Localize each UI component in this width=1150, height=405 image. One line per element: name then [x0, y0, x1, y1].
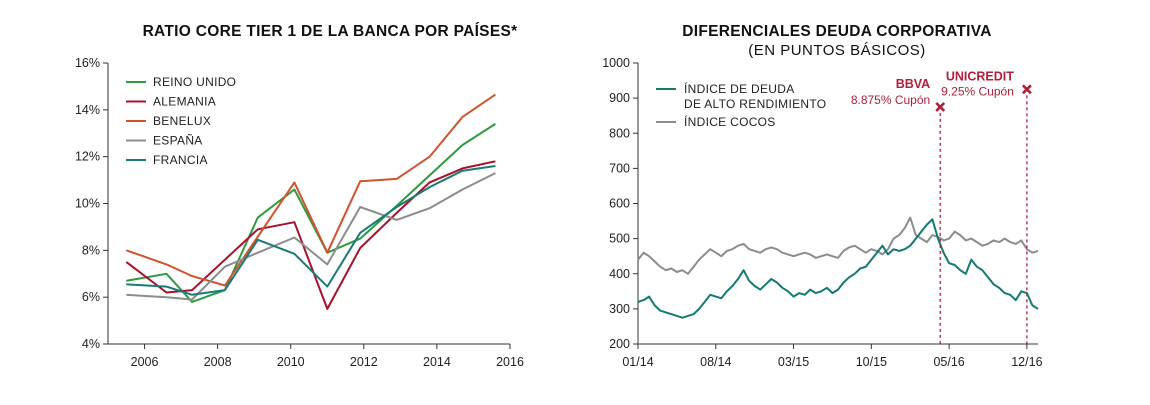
- series-line-alto-rendimiento: [637, 218, 1039, 319]
- right-chart-subtitle: (EN PUNTOS BÁSICOS): [748, 42, 926, 59]
- y-tick-label: 10%: [75, 197, 100, 211]
- y-tick-label: 600: [609, 197, 630, 211]
- x-tick-label: 2010: [277, 355, 305, 369]
- annotation-bold-label: UNICREDIT: [946, 69, 1014, 83]
- x-tick-label: 05/16: [933, 355, 964, 369]
- x-tick-label: 2014: [423, 355, 451, 369]
- series-line-alemania: [125, 160, 496, 310]
- x-tick-label: 2016: [496, 355, 524, 369]
- legend-label: ALEMANIA: [153, 95, 216, 109]
- left-chart: 16% 14% 12% 10% 8% 6% 4% 2006 2008 2010 2012 2014 20…: [75, 56, 524, 369]
- y-tick-label: 700: [609, 161, 630, 175]
- x-tick-label: 12/16: [1011, 355, 1042, 369]
- x-tick-label: 03/15: [778, 355, 809, 369]
- annotation-marker: [935, 101, 946, 112]
- series-line-espa-a: [126, 172, 496, 301]
- y-tick-label: 12%: [75, 150, 100, 164]
- y-tick-label: 4%: [82, 337, 100, 351]
- y-tick-label: 200: [609, 337, 630, 351]
- x-tick-label: 2008: [204, 355, 232, 369]
- annotation-marker: [1021, 84, 1032, 95]
- y-tick-label: 1000: [602, 56, 630, 70]
- series-line-reino-unido: [126, 123, 496, 303]
- y-tick-label: 6%: [82, 290, 100, 304]
- y-tick-label: 400: [609, 267, 630, 281]
- x-tick-label: 2006: [131, 355, 159, 369]
- y-tick-label: 14%: [75, 103, 100, 117]
- series-line-francia: [126, 165, 496, 296]
- x-tick-label: 10/15: [856, 355, 887, 369]
- y-tick-label: 8%: [82, 243, 100, 257]
- annotation-bold-label: BBVA: [896, 77, 931, 91]
- y-tick-label: 500: [609, 232, 630, 246]
- x-tick-label: 01/14: [622, 355, 653, 369]
- series-line-benelux: [125, 93, 496, 287]
- series-line-cocos: [637, 216, 1039, 275]
- y-tick-label: 900: [609, 91, 630, 105]
- y-tick-label: 300: [609, 302, 630, 316]
- y-tick-label: 16%: [75, 56, 100, 70]
- legend-label: BENELUX: [153, 114, 211, 128]
- x-tick-label: 2012: [350, 355, 378, 369]
- right-chart: 1000 900 800 700 600 500 400 300 200 01/14 08/14 03…: [602, 56, 1042, 369]
- annotation-label: 8.875% Cupón: [851, 93, 930, 107]
- annotation-label: 9.25% Cupón: [941, 84, 1014, 98]
- legend-label: ÍNDICE DE DEUDA DE ALTO RENDIMIENTO: [684, 81, 826, 111]
- legend-label: ESPAÑA: [153, 134, 203, 148]
- legend-label: REINO UNIDO: [153, 75, 236, 89]
- y-tick-label: 800: [609, 126, 630, 140]
- x-tick-label: 08/14: [700, 355, 731, 369]
- legend-label: ÍNDICE COCOS: [684, 114, 776, 129]
- right-chart-title: DIFERENCIALES DEUDA CORPORATIVA: [682, 23, 992, 40]
- left-chart-title: RATIO CORE TIER 1 DE LA BANCA POR PAÍSES…: [143, 23, 519, 40]
- legend-label: FRANCIA: [153, 153, 208, 167]
